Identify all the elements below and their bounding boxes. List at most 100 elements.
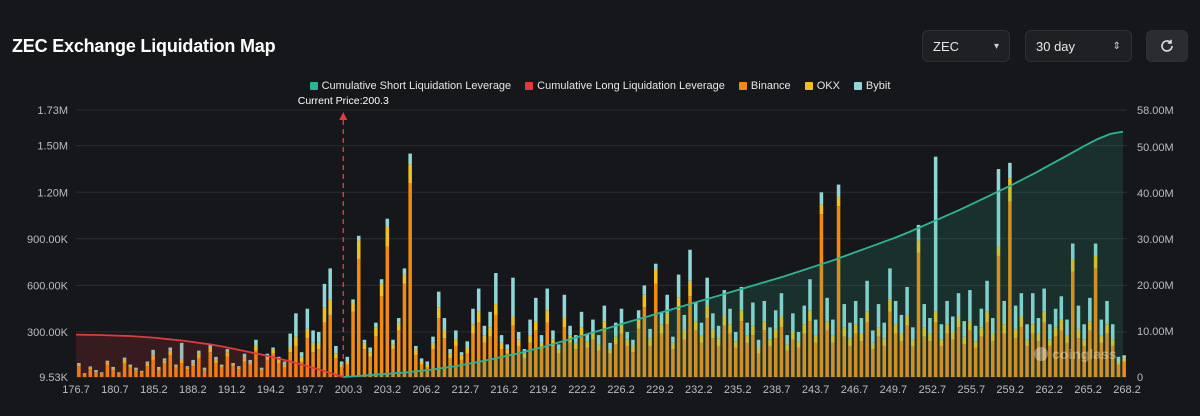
bar-binance [385, 246, 390, 377]
bar-binance [425, 367, 430, 377]
bar-binance [568, 342, 572, 377]
bar-binance [522, 358, 527, 377]
bar-bybit [134, 367, 138, 370]
bar-okx [305, 328, 310, 339]
bar-binance [631, 352, 635, 377]
bar-binance [1042, 322, 1046, 377]
bar-binance [345, 364, 350, 377]
bar-bybit [339, 361, 344, 365]
bar-binance [208, 352, 212, 377]
bar-okx [745, 335, 749, 343]
bar-bybit [77, 363, 81, 365]
bar-binance [505, 353, 510, 377]
range-select[interactable]: 30 day ⇕ [1025, 30, 1132, 62]
bar-bybit [951, 316, 955, 332]
bar-bybit [174, 364, 178, 367]
bar-bybit [842, 304, 847, 328]
bar-bybit [191, 359, 195, 364]
bar-binance [459, 359, 464, 377]
bar-bybit [928, 318, 932, 334]
bar-okx [996, 246, 1001, 256]
bar-okx [888, 299, 892, 312]
bar-okx [1076, 328, 1081, 339]
bar-binance [636, 328, 641, 377]
bar-okx [202, 369, 207, 371]
x-tick-label: 188.2 [179, 384, 207, 396]
bar-binance [1116, 364, 1121, 377]
bar-bybit [1093, 243, 1098, 256]
current-price-label: Current Price:200.3 [298, 95, 389, 107]
bar-bybit [294, 313, 298, 337]
bar-okx [282, 364, 287, 368]
x-tick-label: 252.7 [919, 384, 947, 396]
bar-okx [831, 335, 835, 343]
y-left-tick-label: 900.00K [27, 234, 69, 246]
bar-binance [202, 370, 207, 377]
bar-binance [916, 252, 921, 377]
bar-okx [905, 314, 909, 326]
bar-binance [356, 259, 361, 377]
bar-okx [665, 313, 669, 325]
bar-okx [813, 335, 818, 343]
legend-okx[interactable]: OKX [804, 80, 840, 92]
x-tick-label: 229.2 [646, 384, 674, 396]
bar-bybit [688, 249, 692, 281]
bar-binance [996, 255, 1001, 377]
bar-bybit [574, 335, 578, 343]
bar-okx [928, 333, 932, 342]
bar-okx [893, 324, 898, 334]
bar-bybit [1013, 305, 1018, 329]
legend-label: Cumulative Long Liquidation Leverage [537, 80, 725, 92]
bar-okx [614, 336, 618, 345]
bar-okx [488, 327, 492, 337]
bar-binance [939, 345, 944, 377]
bar-bybit [619, 308, 624, 325]
bar-okx [448, 353, 452, 359]
legend-bybit[interactable]: Bybit [853, 80, 890, 92]
bar-okx [876, 327, 881, 337]
bar-binance [1110, 345, 1115, 377]
bar-okx [334, 353, 338, 359]
bar-binance [676, 310, 681, 377]
bar-binance [179, 363, 184, 377]
bar-okx [859, 333, 864, 342]
bar-bybit [151, 349, 155, 356]
bar-okx [374, 327, 378, 337]
bar-bybit [214, 356, 218, 360]
bar-binance [82, 374, 87, 377]
legend-long[interactable]: Cumulative Long Liquidation Leverage [525, 80, 725, 92]
bar-bybit [1042, 288, 1046, 312]
bar-binance [242, 361, 247, 377]
bar-okx [1105, 324, 1109, 334]
bar-bybit [1088, 297, 1092, 322]
bar-okx [911, 339, 915, 346]
bar-okx [168, 350, 173, 356]
bar-bybit [334, 345, 338, 354]
bar-bybit [722, 290, 727, 315]
legend-binance[interactable]: Binance [738, 80, 791, 92]
bar-okx [505, 349, 510, 354]
bar-okx [174, 366, 178, 368]
bar-binance [528, 342, 532, 377]
bar-okx [494, 304, 498, 315]
current-price-arrow [339, 112, 348, 120]
bar-bybit [562, 294, 567, 319]
bar-okx [356, 240, 361, 260]
bar-okx [545, 310, 550, 323]
bar-binance [248, 364, 252, 377]
bar-binance [311, 352, 315, 377]
bar-binance [813, 342, 818, 377]
bar-binance [259, 370, 264, 377]
bar-bybit [933, 156, 938, 312]
bar-bybit [162, 358, 167, 361]
symbol-select[interactable]: ZEC ▾ [922, 30, 1010, 62]
refresh-button[interactable] [1146, 30, 1188, 62]
bar-binance [299, 361, 304, 377]
legend-short[interactable]: Cumulative Short Liquidation Leverage [309, 80, 511, 92]
bar-bybit [642, 285, 647, 295]
bar-binance [105, 364, 110, 377]
bar-binance [802, 333, 807, 377]
bar-bybit [751, 302, 755, 326]
bar-bybit [859, 318, 864, 334]
